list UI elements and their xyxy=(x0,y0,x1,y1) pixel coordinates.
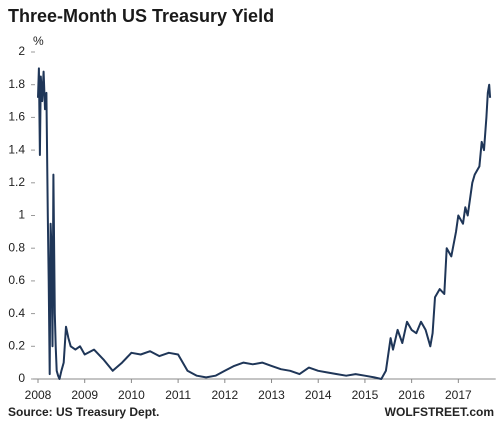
yield-line xyxy=(37,67,492,380)
y-tick-label: 1.4 xyxy=(8,142,25,156)
x-tick-label: 2008 xyxy=(25,388,52,402)
y-tick-label: 0.8 xyxy=(8,240,25,254)
source: Source: US Treasury Dept. xyxy=(8,405,159,419)
x-tick-label: 2010 xyxy=(118,388,145,402)
y-tick-label: 1.2 xyxy=(8,175,25,189)
y-tick-label: 1.6 xyxy=(8,110,25,124)
x-tick-label: 2012 xyxy=(211,388,238,402)
y-tick-label: 0.4 xyxy=(8,306,25,320)
y-tick-label: 2 xyxy=(18,44,25,58)
y-tick-label: 1 xyxy=(18,208,25,222)
x-tick-label: 2009 xyxy=(71,388,98,402)
x-tick-label: 2013 xyxy=(258,388,285,402)
y-tick-label: 0.6 xyxy=(8,273,25,287)
x-tick-label: 2015 xyxy=(352,388,379,402)
y-axis-label: % xyxy=(33,34,44,48)
y-tick-label: 0.2 xyxy=(8,338,25,352)
x-tick-label: 2014 xyxy=(305,388,332,402)
y-tick-label: 1.8 xyxy=(8,77,25,91)
chart-title: Three-Month US Treasury Yield xyxy=(8,6,274,26)
x-tick-label: 2011 xyxy=(165,388,191,402)
x-tick-label: 2016 xyxy=(398,388,425,402)
y-tick-label: 0 xyxy=(18,371,25,385)
x-tick-label: 2017 xyxy=(445,388,472,402)
brand: WOLFSTREET.com xyxy=(385,405,494,419)
